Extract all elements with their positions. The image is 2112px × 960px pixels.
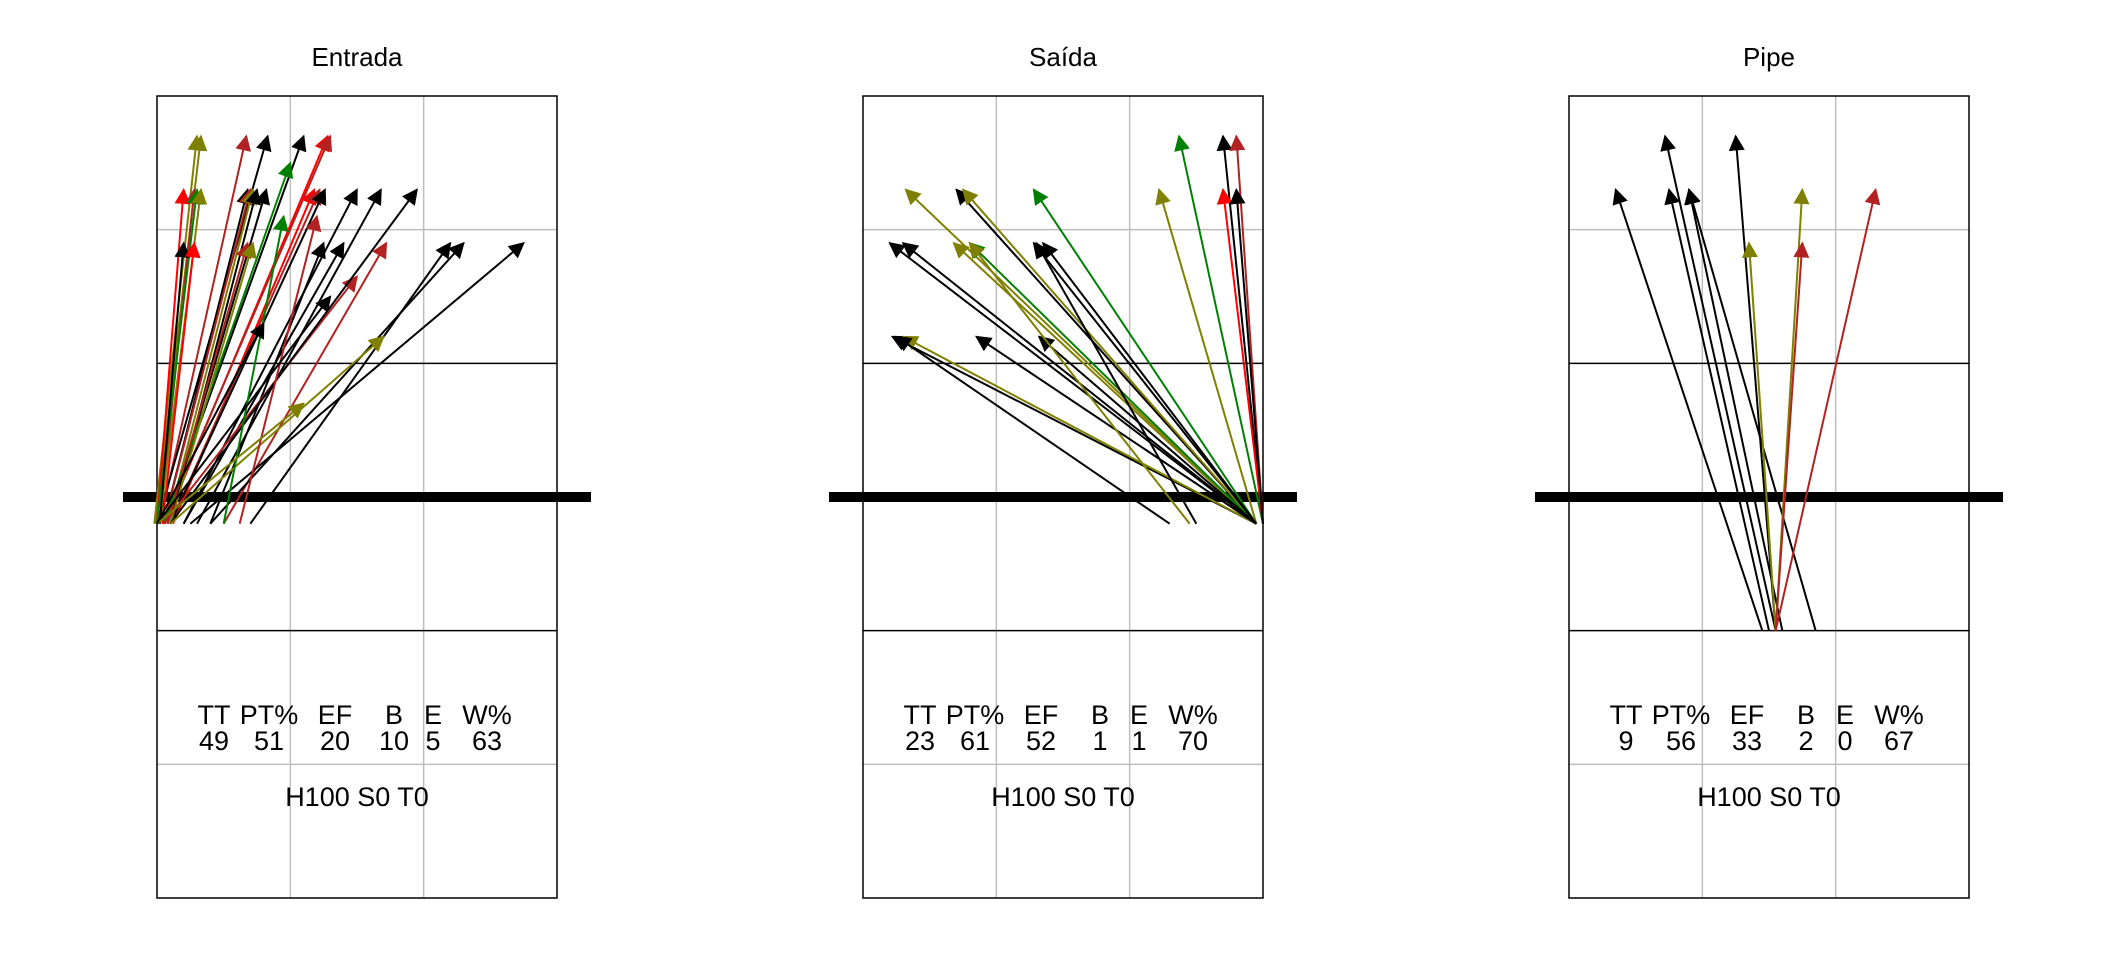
stat-header-b: B — [1091, 700, 1109, 730]
attack-arrows — [888, 134, 1264, 525]
stat-header-w: W% — [1874, 700, 1924, 730]
stat-value-w: 70 — [1178, 726, 1208, 756]
attack-arrow — [1684, 188, 1784, 631]
attack-arrow — [169, 188, 327, 525]
attack-arrow — [1032, 241, 1258, 525]
stats-table: TT PT% EF B E W% 9 56 33 2 0 67 H100 S0 … — [1610, 700, 1924, 812]
stat-value-b: 1 — [1092, 726, 1107, 756]
stat-header-tt: TT — [198, 700, 231, 730]
stat-value-e: 0 — [1837, 726, 1852, 756]
attack-arrow — [888, 242, 1257, 525]
attack-arrow — [1155, 188, 1258, 525]
panel-entrada: Entrada TT PT% EF B E W% 49 51 20 10 5 6… — [123, 42, 591, 899]
attack-arrow — [209, 241, 465, 525]
stat-value-tt: 49 — [199, 726, 229, 756]
attack-arrow — [238, 214, 322, 524]
stat-header-tt: TT — [1610, 700, 1643, 730]
attack-arrow — [158, 134, 251, 524]
attack-arrow — [189, 242, 525, 525]
attack-arrow — [1612, 188, 1764, 631]
stat-value-tt: 23 — [905, 726, 935, 756]
attack-arrow — [1042, 241, 1258, 525]
attack-arrow — [209, 241, 326, 525]
attack-arrow — [196, 188, 382, 525]
panel-saida: Saída TT PT% EF B E W% 23 61 52 1 1 70 H… — [829, 42, 1297, 899]
attack-arrows — [1612, 134, 1881, 631]
stat-header-b: B — [385, 700, 403, 730]
attack-arrow — [968, 241, 1191, 525]
attack-arrow — [162, 188, 255, 524]
attack-arrow — [1742, 241, 1777, 631]
stat-header-pt: PT% — [240, 700, 299, 730]
attack-arrow — [1664, 188, 1770, 631]
attack-arrow — [1174, 134, 1264, 524]
panel-title: Entrada — [311, 42, 403, 72]
attack-arrow — [169, 335, 385, 525]
attack-arrow — [901, 335, 1257, 525]
stat-footer: H100 S0 T0 — [285, 782, 429, 812]
stat-header-ef: EF — [1730, 700, 1765, 730]
stat-header-e: E — [1130, 700, 1148, 730]
stat-value-w: 63 — [472, 726, 502, 756]
stat-header-ef: EF — [318, 700, 353, 730]
attack-arrow — [169, 188, 418, 525]
attack-arrow — [1774, 188, 1881, 631]
attack-arrow — [156, 295, 332, 525]
stat-value-tt: 9 — [1618, 726, 1633, 756]
attack-arrow — [968, 241, 1258, 525]
attack-arrow — [1035, 241, 1198, 525]
attack-arrow — [1685, 188, 1817, 631]
attack-arrow — [895, 335, 1171, 525]
attack-arrow — [1216, 187, 1264, 524]
attack-arrow — [158, 241, 191, 524]
court-grid — [1535, 95, 2003, 899]
stat-value-e: 1 — [1131, 726, 1146, 756]
stat-value-pt: 61 — [960, 726, 990, 756]
stat-value-b: 2 — [1798, 726, 1813, 756]
stat-value-pt: 56 — [1666, 726, 1696, 756]
panel-title: Saída — [1029, 42, 1097, 72]
stat-header-w: W% — [1168, 700, 1218, 730]
stat-header-w: W% — [462, 700, 512, 730]
stat-header-e: E — [1836, 700, 1854, 730]
attack-arrow — [222, 214, 289, 524]
attack-arrow — [161, 241, 201, 524]
stat-header-tt: TT — [904, 700, 937, 730]
stat-value-ef: 33 — [1732, 726, 1762, 756]
stats-table: TT PT% EF B E W% 23 61 52 1 1 70 H100 S0… — [904, 700, 1218, 812]
attack-arrow — [169, 241, 257, 525]
stat-value-pt: 51 — [254, 726, 284, 756]
attack-arrow — [1774, 241, 1810, 631]
stat-value-ef: 20 — [320, 726, 350, 756]
stat-value-ef: 52 — [1026, 726, 1056, 756]
attack-arrow — [1229, 187, 1264, 524]
stat-header-pt: PT% — [1652, 700, 1711, 730]
panel-pipe: Pipe TT PT% EF B E W% 9 56 33 2 0 67 H10… — [1535, 42, 2003, 899]
stat-value-w: 67 — [1884, 726, 1914, 756]
attack-arrow — [952, 241, 1258, 525]
stat-footer: H100 S0 T0 — [1697, 782, 1841, 812]
stat-header-ef: EF — [1024, 700, 1059, 730]
panel-title: Pipe — [1743, 42, 1795, 72]
stat-header-pt: PT% — [946, 700, 1005, 730]
attack-arrow — [1037, 335, 1257, 525]
stat-value-b: 10 — [379, 726, 409, 756]
stat-header-e: E — [424, 700, 442, 730]
attack-arrow — [1660, 134, 1777, 631]
attack-arrow — [162, 275, 358, 525]
attack-arrow — [1032, 188, 1258, 525]
stat-value-e: 5 — [425, 726, 440, 756]
stat-footer: H100 S0 T0 — [991, 782, 1135, 812]
attack-arrow — [156, 321, 265, 525]
attack-arrows — [153, 134, 525, 525]
attack-arrow — [961, 188, 1258, 525]
attack-arrow — [156, 402, 305, 525]
stats-table: TT PT% EF B E W% 49 51 20 10 5 63 H100 S… — [198, 700, 512, 812]
stat-header-b: B — [1797, 700, 1815, 730]
attack-arrow — [249, 241, 452, 525]
